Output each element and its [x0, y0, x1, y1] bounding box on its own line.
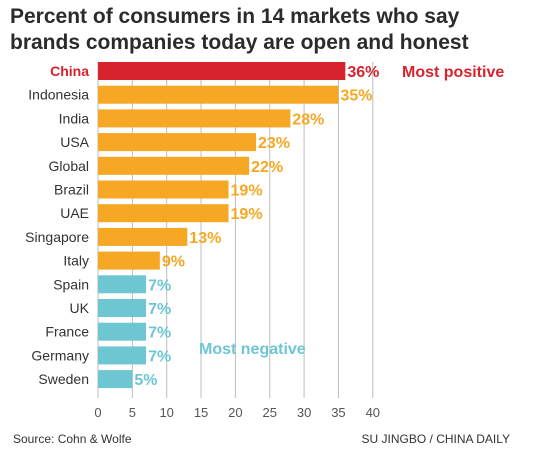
credit-note: SU JINGBO / CHINA DAILY [361, 432, 510, 446]
x-tick-label: 30 [297, 405, 311, 420]
category-label: Sweden [38, 371, 89, 387]
bar [98, 109, 291, 128]
bar [98, 227, 188, 246]
source-note: Source: Cohn & Wolfe [13, 432, 132, 446]
most-positive-annotation: Most positive [402, 64, 504, 81]
category-label: Indonesia [28, 87, 89, 103]
x-tick-label: 10 [159, 405, 173, 420]
category-label: Brazil [54, 182, 89, 198]
category-label: India [59, 110, 90, 126]
value-label: 7% [148, 277, 171, 294]
bar [98, 62, 346, 80]
bar [98, 370, 133, 389]
value-label: 19% [231, 183, 263, 200]
bar [98, 322, 147, 341]
x-tick-label: 20 [228, 405, 242, 420]
bar [98, 85, 339, 104]
value-label: 9% [162, 254, 185, 271]
bar [98, 251, 160, 270]
value-label: 23% [258, 135, 290, 152]
category-label: UK [70, 300, 90, 316]
value-label: 5% [134, 372, 157, 389]
category-label: Italy [63, 253, 89, 269]
category-label: USA [60, 134, 89, 150]
x-tick-label: 5 [129, 405, 136, 420]
bar [98, 204, 229, 223]
bar [98, 346, 147, 365]
chart-title: Percent of consumers in 14 markets who s… [10, 4, 535, 56]
chart-title-line-1: Percent of consumers in 14 markets who s… [10, 5, 460, 28]
bar [98, 133, 257, 152]
category-label: UAE [60, 205, 89, 221]
bar [98, 299, 147, 317]
value-label: 36% [347, 64, 379, 81]
x-tick-label: 40 [366, 405, 380, 420]
category-label: Global [49, 158, 89, 174]
category-label: Spain [53, 276, 89, 292]
category-label: France [45, 324, 89, 340]
most-negative-annotation: Most negative [199, 341, 306, 358]
chart-title-line-2: brands companies today are open and hone… [10, 31, 469, 54]
value-label: 35% [340, 88, 372, 105]
category-label: China [50, 63, 89, 79]
value-label: 19% [231, 206, 263, 223]
x-tick-label: 0 [94, 405, 101, 420]
bar [98, 180, 229, 199]
value-label: 7% [148, 325, 171, 342]
value-label: 7% [148, 348, 171, 365]
category-label: Singapore [25, 229, 89, 245]
x-tick-label: 25 [263, 405, 277, 420]
value-label: 13% [189, 230, 221, 247]
value-label: 7% [148, 301, 171, 318]
bar [98, 275, 147, 294]
x-tick-label: 35 [331, 405, 345, 420]
category-label: Germany [31, 347, 89, 363]
x-tick-label: 15 [194, 405, 208, 420]
bar [98, 156, 250, 175]
value-label: 22% [251, 159, 283, 176]
value-label: 28% [292, 111, 324, 128]
